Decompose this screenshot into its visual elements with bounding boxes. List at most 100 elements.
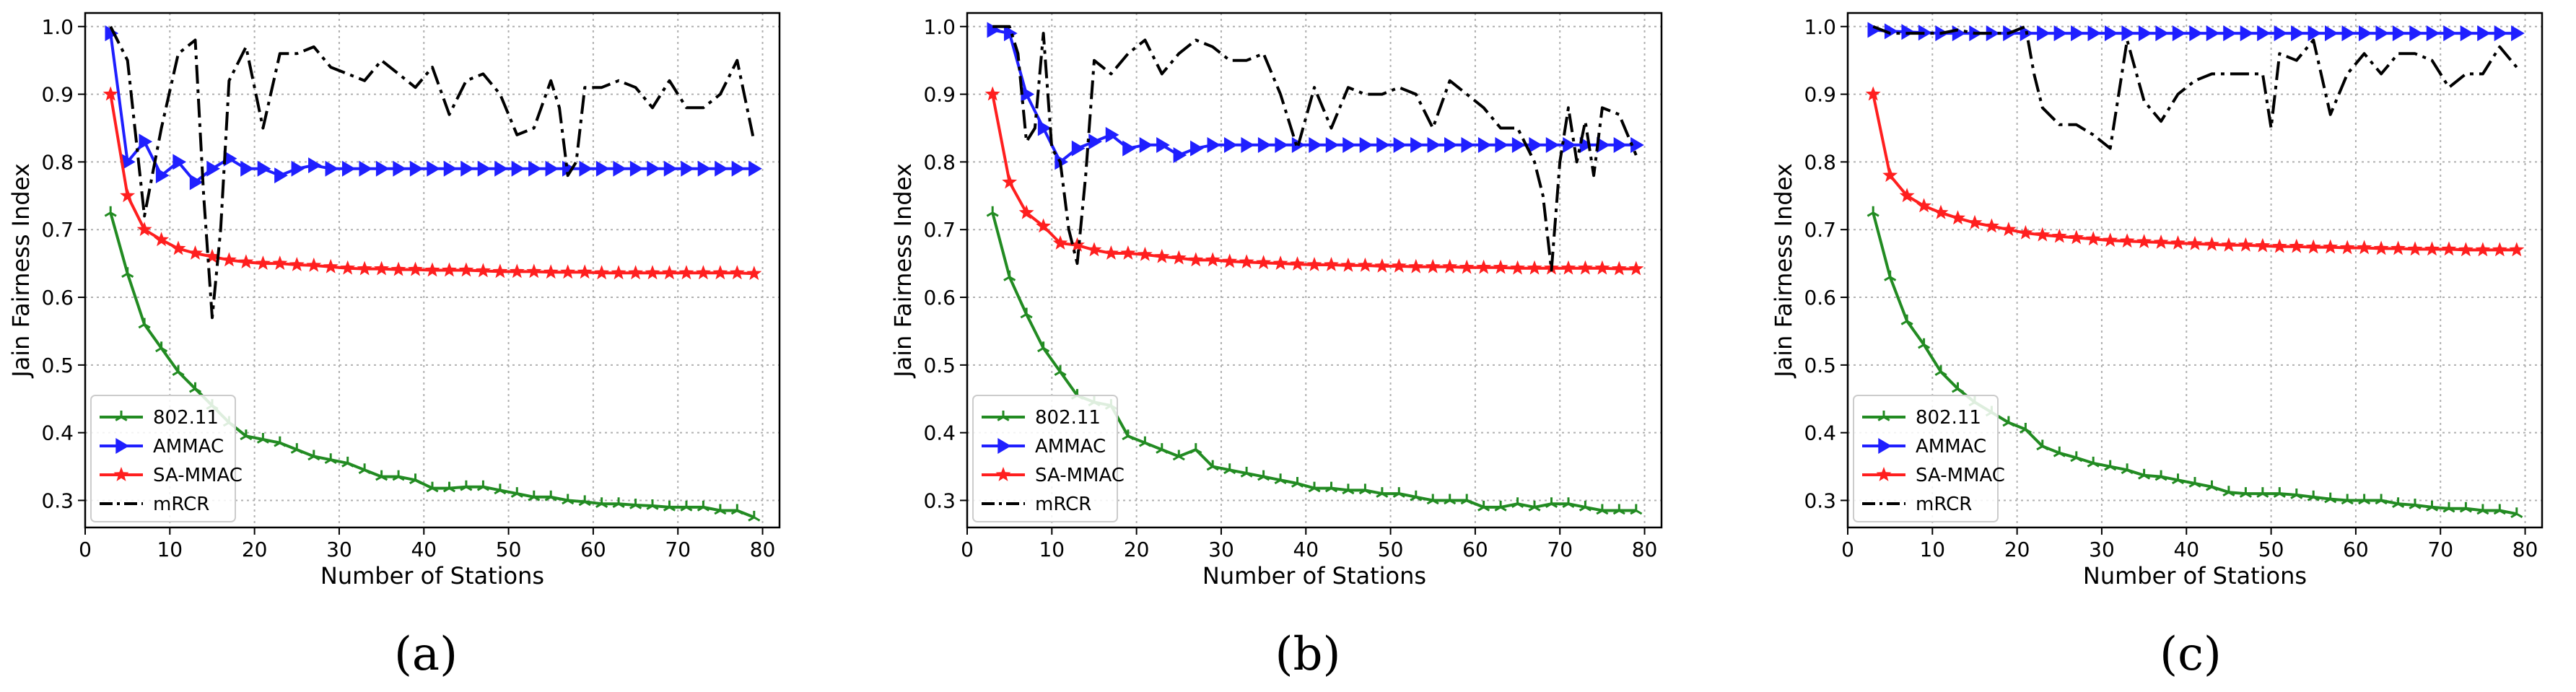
- series-mrcr: [1872, 25, 2518, 150]
- legend-label: SA-MMAC: [1035, 465, 1125, 486]
- data-point: [595, 160, 610, 177]
- legend-label: mRCR: [1035, 494, 1091, 515]
- data-point: [696, 265, 711, 280]
- data-point: [697, 160, 712, 177]
- data-point: [629, 160, 644, 177]
- data-point: [1021, 86, 1035, 102]
- data-point: [390, 261, 406, 276]
- data-point: [2511, 25, 2525, 42]
- x-tick-label: 60: [1462, 538, 1488, 561]
- data-point: [1630, 136, 1644, 153]
- data-point: [1460, 494, 1473, 505]
- data-point: [1511, 497, 1524, 508]
- data-point: [1477, 500, 1490, 512]
- data-point: [2053, 446, 2066, 457]
- data-point: [1882, 167, 1898, 183]
- data-point: [1154, 248, 1170, 263]
- series-sa-mmac: [984, 86, 1644, 276]
- x-tick-label: 20: [2004, 538, 2030, 561]
- data-point: [1104, 245, 1119, 260]
- data-point: [1324, 481, 1338, 493]
- data-point: [680, 500, 693, 512]
- series-mrcr: [109, 25, 756, 320]
- data-point: [2237, 237, 2253, 252]
- data-point: [325, 160, 339, 177]
- data-point: [1188, 252, 1204, 267]
- data-point: [1494, 500, 1507, 512]
- data-point: [1037, 120, 1052, 136]
- data-point: [409, 160, 424, 177]
- data-point: [477, 160, 492, 177]
- data-point: [2172, 25, 2186, 42]
- data-point: [1105, 126, 1119, 143]
- data-point: [1952, 25, 1966, 42]
- data-point: [494, 160, 508, 177]
- y-tick-label: 0.4: [1804, 421, 1836, 445]
- plot-frame: [966, 12, 1663, 529]
- data-point: [188, 245, 203, 260]
- data-point: [1918, 25, 1932, 41]
- x-tick-label: 0: [79, 538, 92, 561]
- data-point: [1275, 136, 1289, 153]
- data-point: [1020, 307, 1033, 319]
- legend-label: SA-MMAC: [153, 465, 243, 486]
- chart-panel-1: 0 10 20 30 40 50 60 70 80 0.3 0.4 0.5 0.6 0.7 0.8 0.9 1.…: [7, 12, 781, 681]
- x-tick-label: 70: [2427, 538, 2453, 561]
- data-point: [460, 480, 473, 491]
- data-point: [460, 160, 474, 177]
- y-axis-label: Jain Fairness Index: [1770, 163, 1797, 379]
- data-point: [526, 263, 542, 279]
- data-point: [155, 167, 170, 184]
- data-point: [1172, 450, 1185, 461]
- data-point: [170, 240, 186, 255]
- data-point: [1597, 136, 1610, 153]
- y-tick-label: 1.0: [923, 15, 956, 39]
- data-point: [1272, 255, 1288, 270]
- data-point: [2239, 487, 2252, 498]
- x-tick-label: 70: [665, 538, 691, 561]
- data-point: [2256, 487, 2269, 498]
- data-point: [2104, 25, 2118, 42]
- data-point: [1511, 136, 1526, 153]
- data-point: [715, 160, 728, 177]
- data-point: [647, 160, 661, 177]
- data-point: [1340, 257, 1356, 272]
- data-point: [136, 222, 152, 237]
- data-point: [1594, 260, 1610, 275]
- data-point: [2205, 480, 2219, 491]
- data-point: [1392, 487, 1405, 498]
- data-point: [1866, 206, 1879, 217]
- data-point: [1628, 260, 1644, 276]
- data-point: [560, 264, 576, 279]
- data-point: [2087, 25, 2102, 42]
- data-point: [2240, 25, 2254, 42]
- data-point: [2341, 25, 2356, 42]
- data-point: [1205, 252, 1221, 267]
- data-point: [1596, 504, 1609, 515]
- data-point: [1916, 198, 1931, 213]
- y-tick-label: 0.4: [41, 421, 74, 445]
- data-point: [1562, 497, 1575, 508]
- data-point: [1612, 504, 1625, 515]
- data-point: [2375, 494, 2388, 505]
- data-point: [2358, 25, 2372, 42]
- series-line: [109, 32, 754, 184]
- data-point: [2425, 500, 2439, 512]
- data-point: [2373, 240, 2389, 255]
- series-ammac: [105, 25, 762, 190]
- data-point: [2053, 25, 2068, 42]
- data-point: [612, 497, 625, 508]
- data-point: [2155, 25, 2170, 42]
- legend-marker: [115, 438, 129, 454]
- data-point: [2085, 231, 2101, 246]
- data-point: [308, 157, 322, 174]
- x-tick-label: 10: [157, 538, 183, 561]
- data-point: [2307, 490, 2320, 502]
- data-point: [104, 206, 117, 217]
- y-tick-label: 0.6: [1804, 286, 1836, 310]
- legend-box: [90, 395, 236, 522]
- data-point: [2271, 238, 2287, 253]
- data-point: [1173, 147, 1187, 164]
- data-point: [1967, 214, 1983, 229]
- data-point: [984, 86, 1000, 101]
